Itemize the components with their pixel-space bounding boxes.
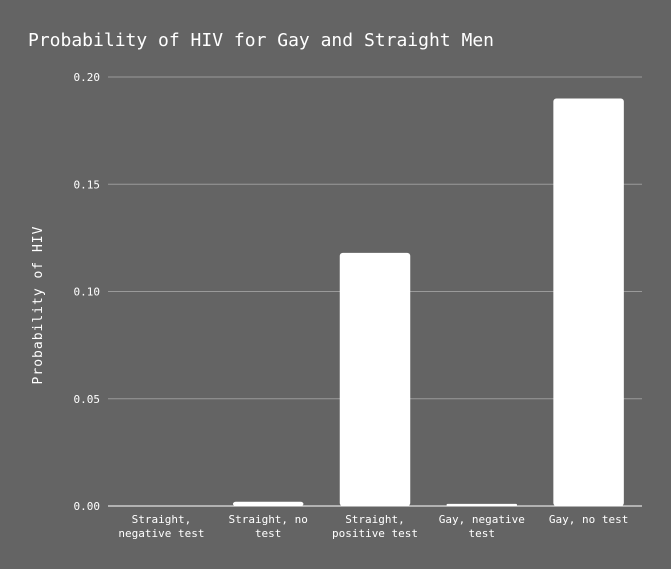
x-tick-label: Straight, positive test — [332, 513, 418, 540]
y-tick-label: 0.00 — [74, 500, 101, 513]
x-tick-label: Straight, no test — [228, 513, 307, 540]
y-tick-label: 0.05 — [74, 393, 101, 406]
chart-title: Probability of HIV for Gay and Straight … — [28, 30, 494, 51]
x-tick-label: Gay, negative test — [439, 513, 525, 540]
bars — [126, 98, 624, 506]
y-axis-ticks: 0.00 0.05 0.10 0.15 0.20 — [74, 71, 101, 513]
y-tick-label: 0.10 — [74, 286, 101, 299]
y-tick-label: 0.15 — [74, 178, 101, 191]
y-axis-label: Probability of HIV — [31, 226, 46, 385]
x-tick-label: Gay, no test — [549, 513, 628, 526]
bar — [553, 98, 624, 506]
bar — [339, 252, 411, 506]
x-tick-label: Straight, negative test — [118, 513, 204, 540]
x-axis-ticks: Straight, negative test Straight, no test St… — [118, 513, 628, 540]
y-tick-label: 0.20 — [74, 71, 101, 84]
bar — [232, 501, 304, 506]
bar — [446, 503, 518, 506]
